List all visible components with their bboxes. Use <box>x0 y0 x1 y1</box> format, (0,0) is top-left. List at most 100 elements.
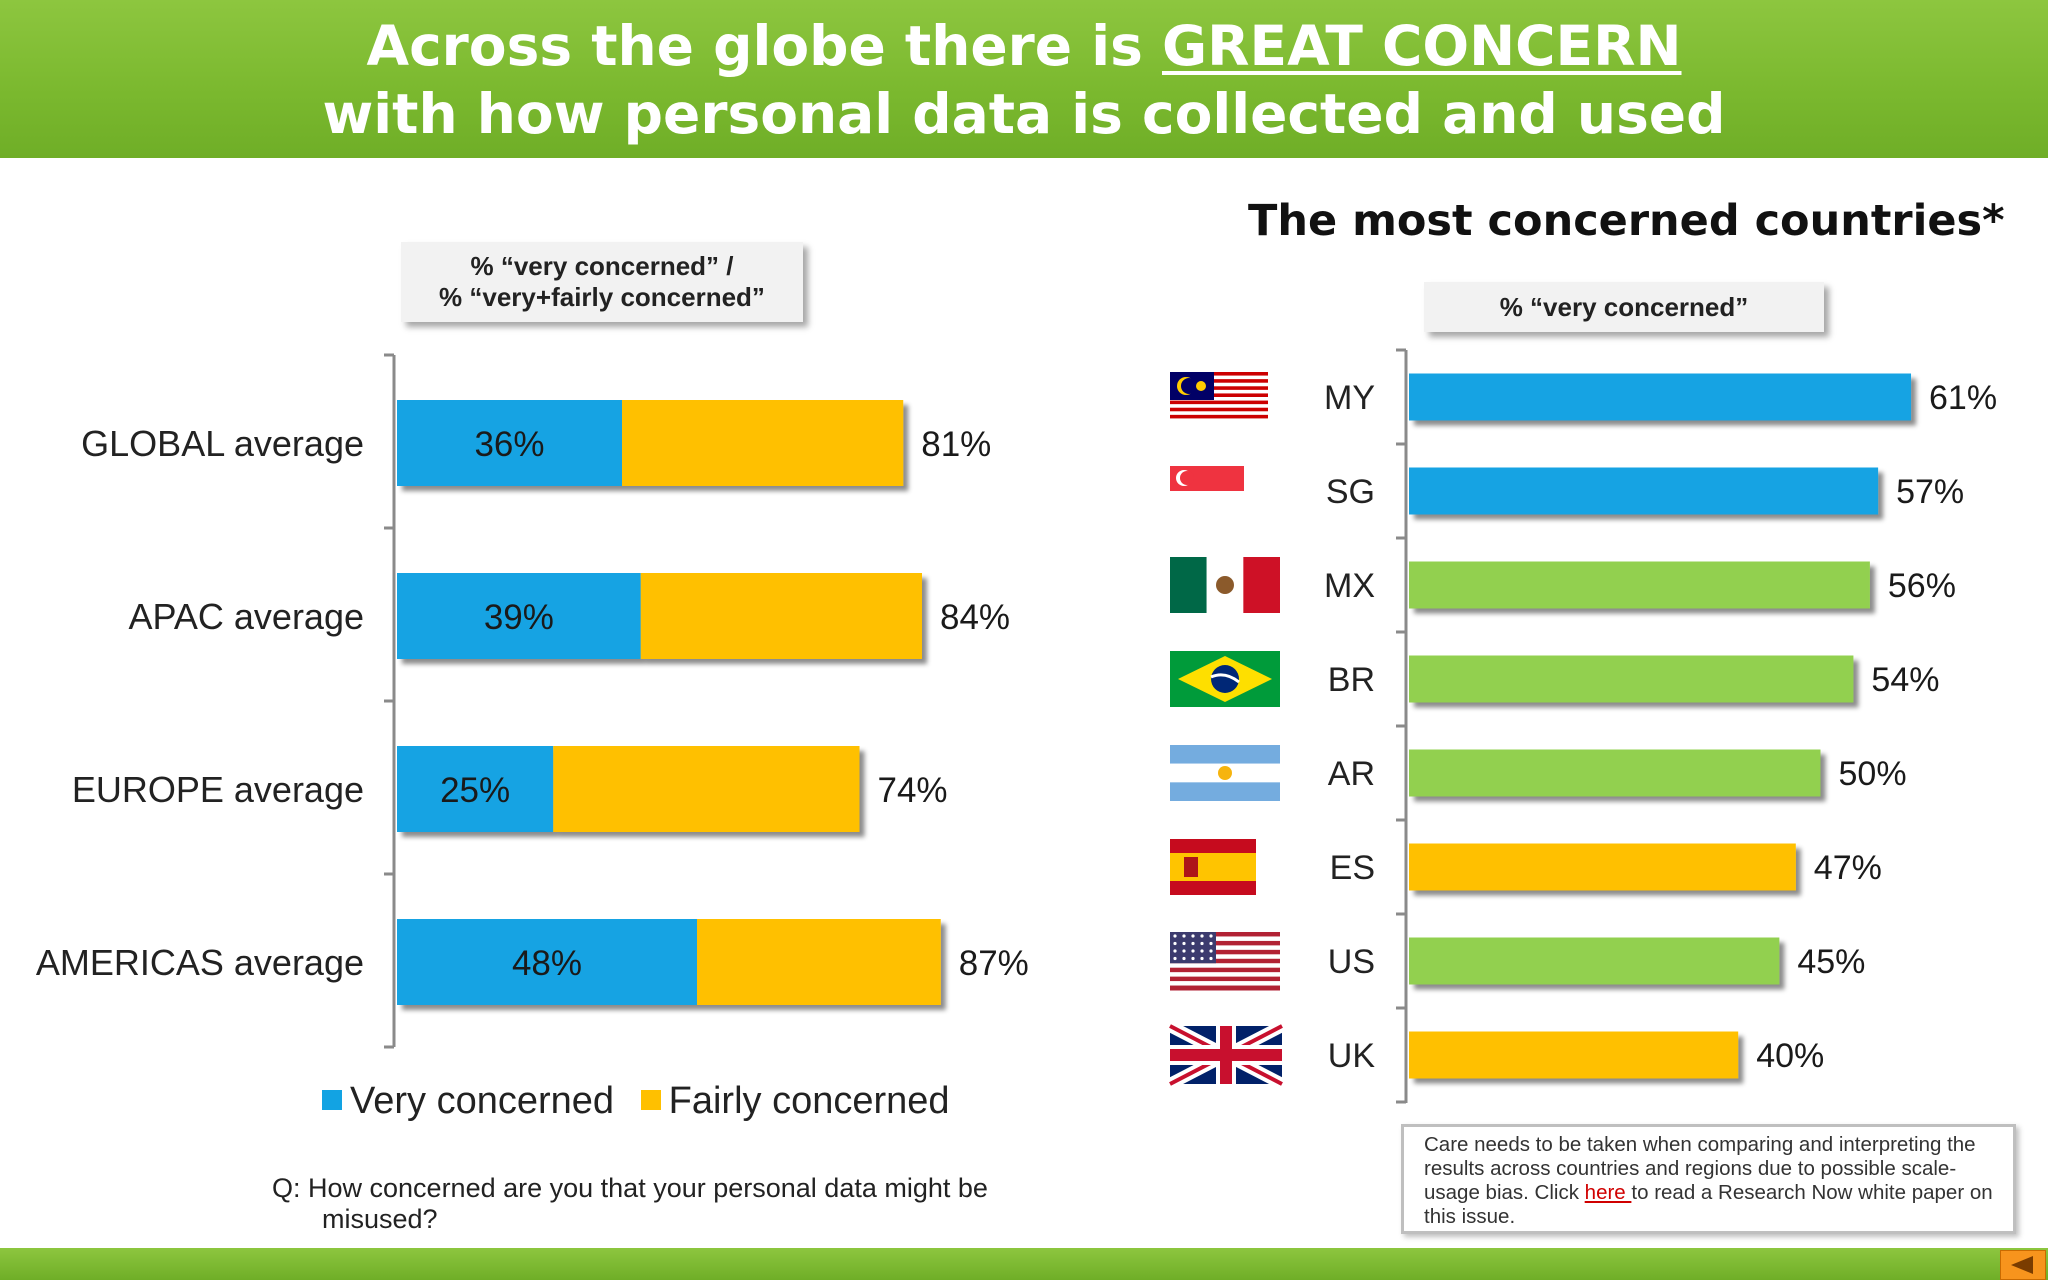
flag-crescent-cut <box>1181 378 1197 394</box>
flag-stripe <box>1170 954 1280 960</box>
question-line1: Q: How concerned are you that your perso… <box>272 1173 988 1203</box>
title-prefix: Across the globe there is <box>366 14 1162 78</box>
flag-stripe <box>1170 379 1268 384</box>
flag-coat-of-arms <box>1184 857 1198 877</box>
flag-stripe <box>1170 400 1268 405</box>
country-bar <box>1409 843 1796 891</box>
country-code-label: MY <box>1324 379 1375 417</box>
flag-star <box>1209 934 1213 938</box>
chart-legend: Very concerned Fairly concerned <box>322 1080 966 1123</box>
legend-swatch-very <box>322 1089 342 1110</box>
bar-very-concerned <box>397 400 622 486</box>
flag-emblem <box>1216 576 1234 594</box>
flag-red <box>1243 557 1280 613</box>
flag-star <box>1209 941 1213 946</box>
flag-star <box>1173 949 1177 953</box>
flag-stripe <box>1170 414 1268 419</box>
flag-star <box>1182 956 1186 961</box>
flag-star <box>1173 956 1177 961</box>
flag-cross-red <box>1170 1049 1282 1061</box>
country-bar <box>1409 655 1854 703</box>
very-concerned-label: 39% <box>484 598 554 637</box>
flag-green <box>1170 557 1207 613</box>
category-label: EUROPE average <box>72 769 364 810</box>
white-paper-link[interactable]: here <box>1584 1181 1632 1204</box>
bar-group <box>397 919 941 1005</box>
total-label: 81% <box>921 425 991 464</box>
flag-star <box>1173 941 1177 946</box>
flag-band <box>1210 673 1240 684</box>
previous-slide-button[interactable] <box>2000 1250 2046 1280</box>
flag-stripe <box>1170 375 1268 380</box>
note-text: Care needs to be taken when comparing an… <box>1424 1133 2009 1229</box>
total-label: 87% <box>959 944 1029 983</box>
legend-item-fairly: Fairly concerned <box>640 1080 950 1122</box>
country-bar <box>1409 1031 1739 1079</box>
bar-fairly-concerned <box>622 400 904 486</box>
bar-very-concerned <box>397 573 641 659</box>
back-arrow-icon <box>2011 1256 2033 1274</box>
bar-very-concerned <box>397 746 554 832</box>
left-callout-line2: % “very+fairly concerned” <box>439 282 765 312</box>
question-line2: misused? <box>322 1204 438 1234</box>
flag-star <box>1200 941 1204 946</box>
title-line-1: Across the globe there is GREAT CONCERN <box>0 14 2048 78</box>
flag-star <box>1191 934 1195 938</box>
argentina-flag-icon <box>1170 745 1280 801</box>
flag-stripe <box>1170 372 1268 377</box>
left-callout-line1: % “very concerned” / <box>470 251 734 281</box>
flag-blue-top <box>1170 745 1280 764</box>
flag-stripe <box>1170 967 1280 973</box>
flag-star <box>1196 381 1206 391</box>
uk-flag-icon <box>1167 1020 1285 1090</box>
category-label: GLOBAL average <box>81 423 364 464</box>
flag-sun <box>1218 766 1232 780</box>
category-label: AMERICAS average <box>36 942 364 983</box>
country-concern-chart: MY 61% SG 57% MX 56% BR 54% AR 50% ES 47% US 45% UK 40% <box>1167 348 1997 1104</box>
note-text-before: Care needs to be taken when comparing an… <box>1424 1133 1976 1204</box>
title-line-2: with how personal data is collected and … <box>322 82 1726 146</box>
usa-flag-icon <box>1170 932 1280 991</box>
category-label: APAC average <box>129 596 364 637</box>
header-banner: Across the globe there is GREAT CONCERN … <box>0 0 2048 158</box>
country-value-label: 45% <box>1797 943 1865 981</box>
legend-label-fairly: Fairly concerned <box>668 1080 950 1122</box>
country-code-label: BR <box>1328 661 1375 699</box>
flag-crescent-cut <box>1180 471 1194 485</box>
flag-stripe <box>1170 393 1268 398</box>
flag-stripe <box>1170 945 1280 951</box>
flag-star <box>1209 956 1213 961</box>
flag-stripe <box>1170 985 1280 991</box>
country-value-label: 61% <box>1929 379 1997 417</box>
flag-star <box>1182 949 1186 953</box>
country-code-label: UK <box>1328 1037 1376 1075</box>
legend-swatch-fairly <box>640 1089 661 1110</box>
mexico-flag-icon <box>1170 557 1280 613</box>
bar-group <box>397 400 904 486</box>
country-code-label: AR <box>1328 755 1375 793</box>
flag-star <box>1191 941 1195 946</box>
left-chart-callout: % “very concerned” / % “very+fairly conc… <box>401 242 803 322</box>
flag-stripe <box>1170 972 1280 978</box>
flag-stripe <box>1170 397 1268 402</box>
very-concerned-label: 25% <box>440 771 510 810</box>
flag-stripe <box>1170 976 1280 982</box>
country-value-label: 57% <box>1896 473 1964 511</box>
note-text-after: to read a Research Now white paper on th… <box>1424 1181 1993 1228</box>
bar-group <box>397 746 860 832</box>
malaysia-flag-icon <box>1170 372 1268 423</box>
country-value-label: 54% <box>1871 661 1939 699</box>
flag-yellow <box>1170 853 1256 881</box>
flag-star <box>1191 949 1195 953</box>
flag-star <box>1200 949 1204 953</box>
spain-flag-icon <box>1170 839 1256 895</box>
survey-question: Q: How concerned are you that your perso… <box>272 1173 988 1235</box>
flag-red-bottom <box>1170 881 1256 895</box>
bar-very-concerned <box>397 919 697 1005</box>
footer-bar <box>0 1248 2048 1280</box>
country-bar <box>1409 467 1879 515</box>
country-code-label: MX <box>1324 567 1375 605</box>
flag-stripe <box>1170 411 1268 416</box>
flag-stripe <box>1170 940 1280 946</box>
country-code-label: ES <box>1330 849 1375 887</box>
